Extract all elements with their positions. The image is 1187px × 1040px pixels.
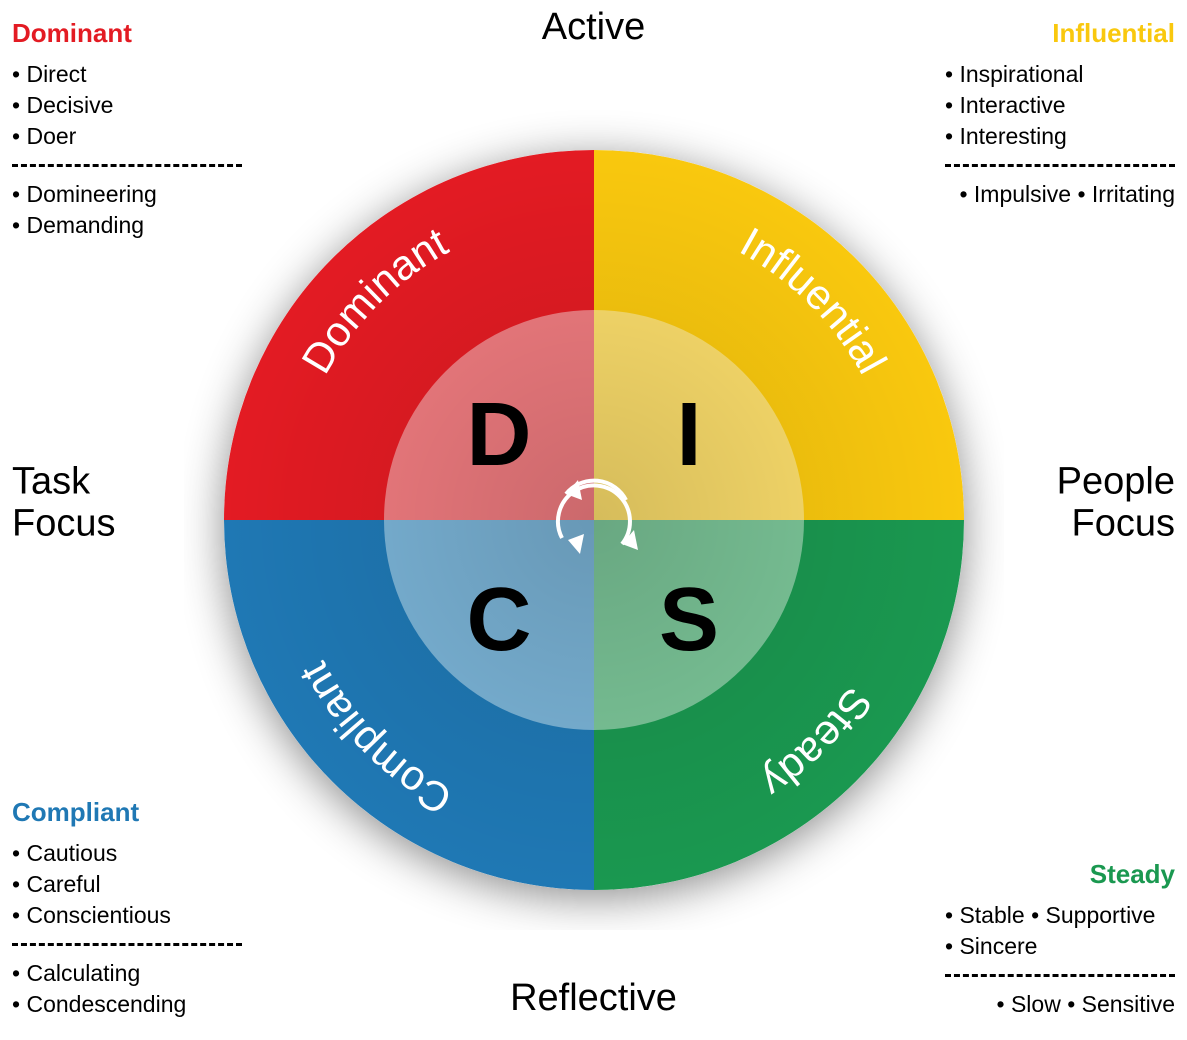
axis-right-label: People Focus: [1057, 461, 1175, 545]
trait-item: Sensitive: [1067, 989, 1175, 1020]
trait-item: Direct: [12, 59, 242, 90]
axis-left-line2: Focus: [12, 502, 115, 544]
axis-right-line1: People: [1057, 460, 1175, 502]
letter-d: D: [466, 385, 531, 485]
trait-item: Calculating: [12, 958, 242, 989]
axis-top-label: Active: [542, 6, 645, 49]
trait-list-s-neg: Slow Sensitive: [997, 989, 1175, 1020]
letter-s: S: [658, 570, 718, 670]
divider: [12, 943, 242, 946]
corner-title-i: Influential: [945, 18, 1175, 49]
trait-item: Condescending: [12, 989, 242, 1020]
trait-item: Supportive: [1031, 900, 1155, 931]
letter-c: C: [466, 570, 531, 670]
axis-left-line1: Task: [12, 460, 90, 502]
corner-title-d: Dominant: [12, 18, 242, 49]
center-shade: [224, 150, 964, 890]
divider: [945, 974, 1175, 977]
trait-item: Inspirational: [945, 59, 1083, 90]
axis-bottom-label: Reflective: [510, 977, 677, 1020]
trait-item: Sincere: [945, 931, 1037, 962]
axis-left-label: Task Focus: [12, 461, 115, 545]
disc-wheel: Dominant Influential Steady Compliant D …: [184, 110, 1004, 930]
trait-item: Irritating: [1077, 179, 1175, 210]
trait-item: Slow: [997, 989, 1061, 1020]
trait-list-c-neg: Calculating Condescending: [12, 958, 242, 1020]
axis-right-line2: Focus: [1072, 502, 1175, 544]
letter-i: I: [676, 385, 701, 485]
